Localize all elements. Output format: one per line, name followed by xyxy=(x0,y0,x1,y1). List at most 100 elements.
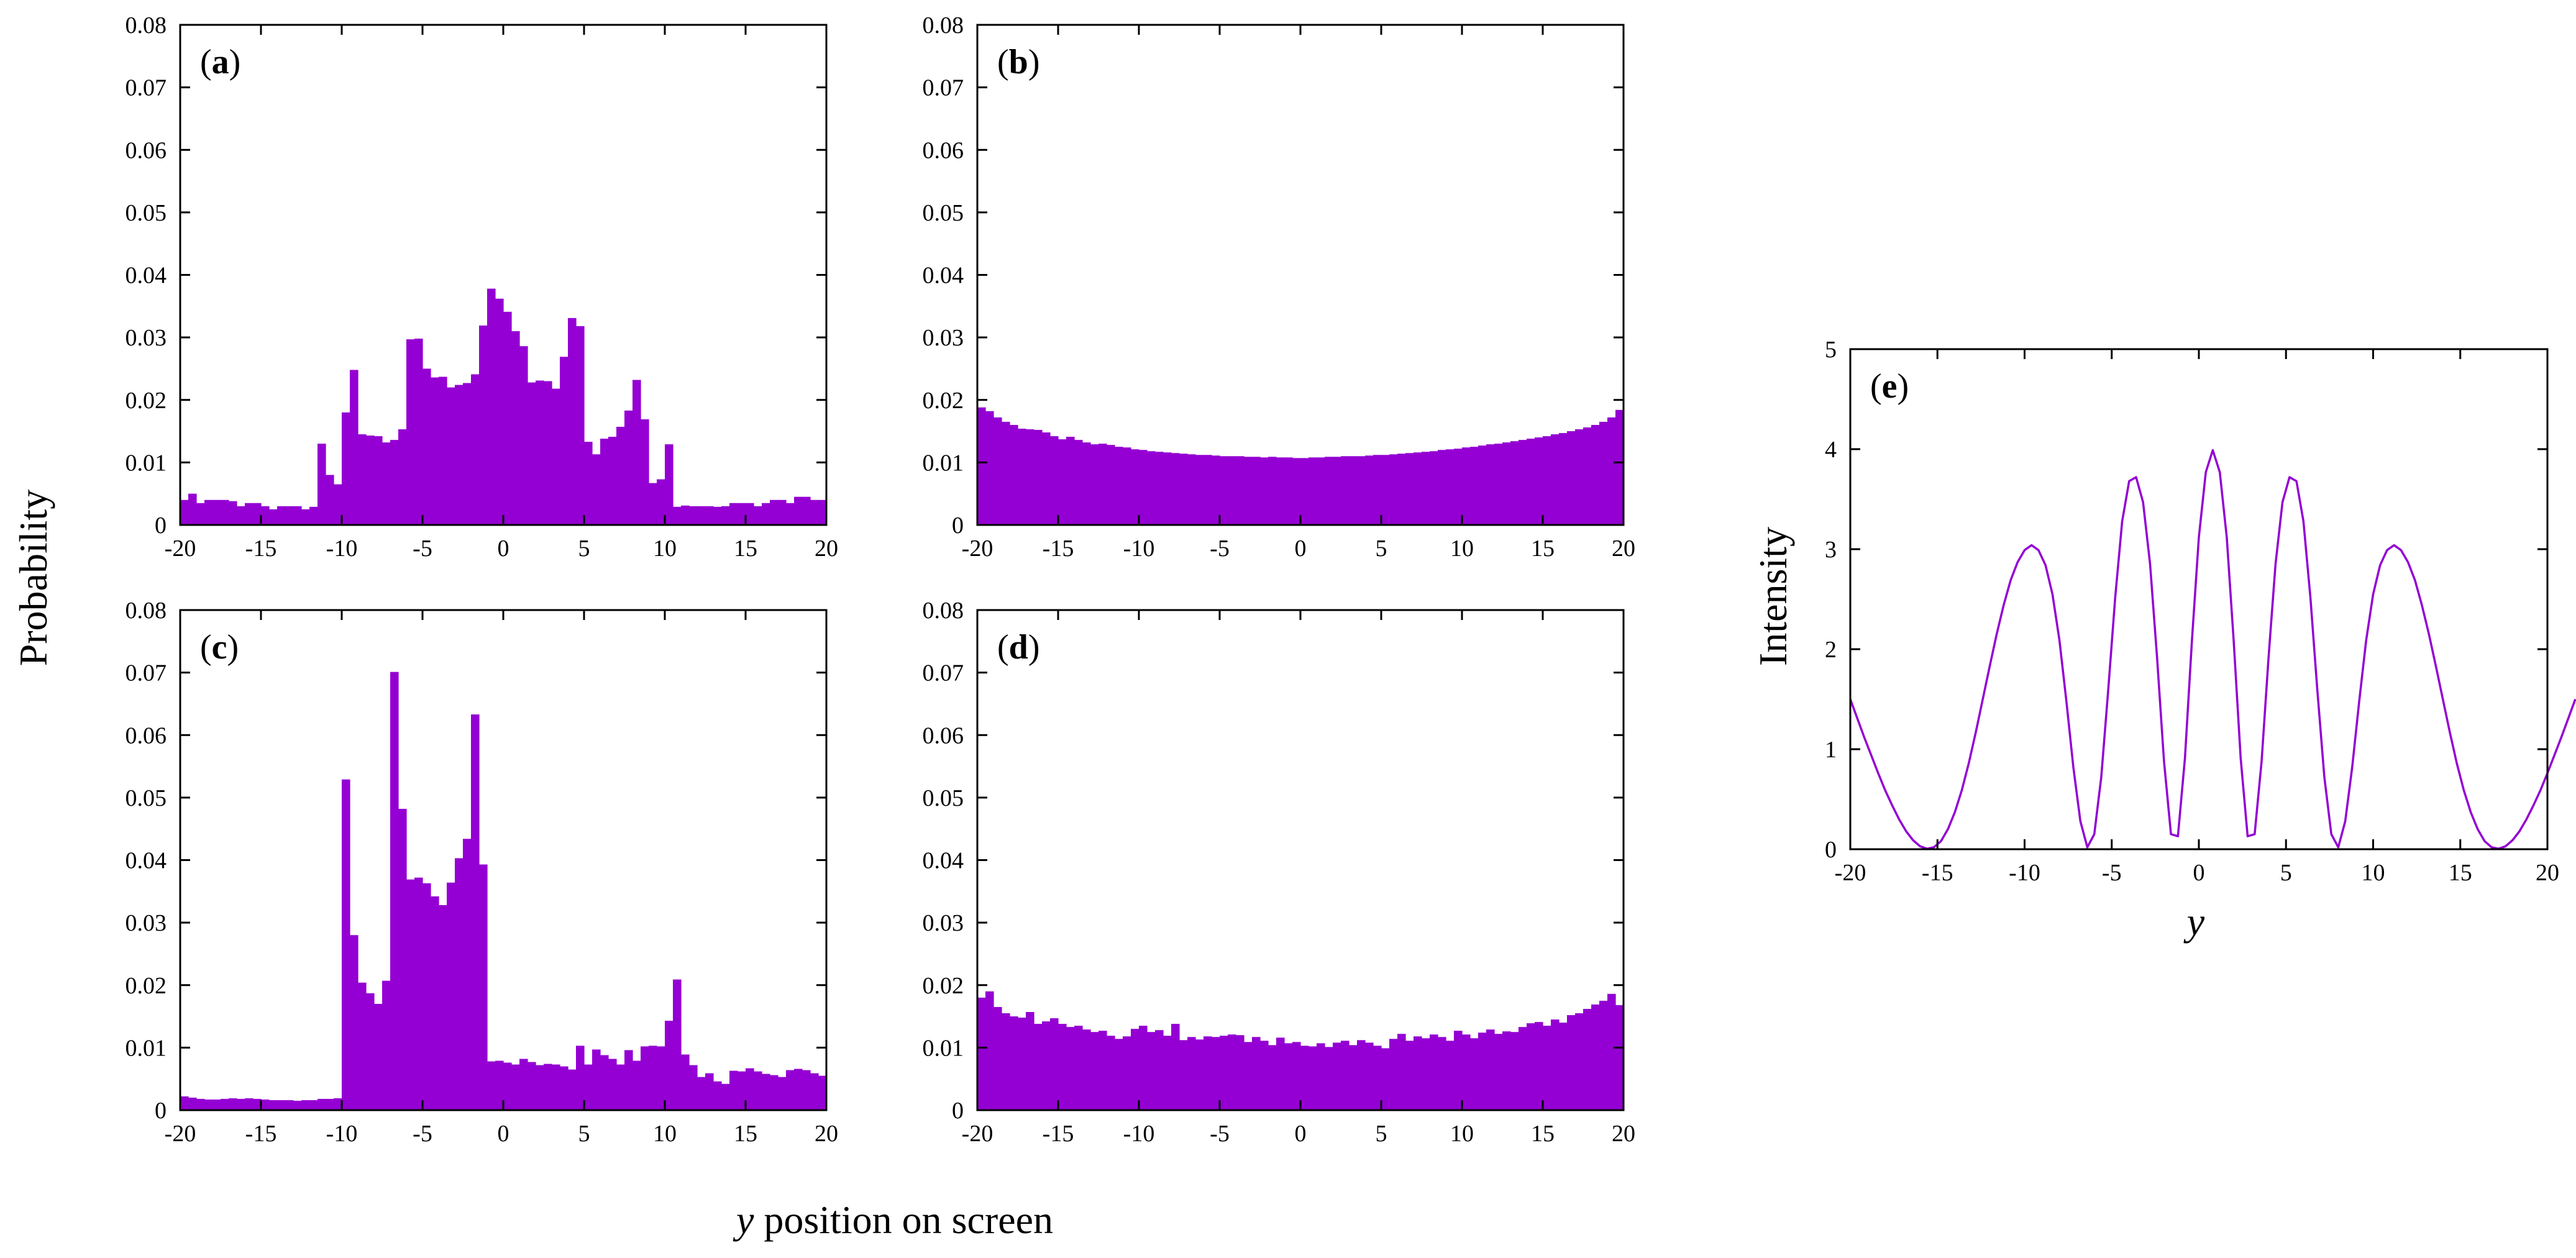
bar-a-4 xyxy=(212,499,221,525)
bar-d-50 xyxy=(1381,1048,1390,1110)
bar-d-20 xyxy=(1139,1026,1148,1110)
x-tick-label: 5 xyxy=(578,536,590,562)
y-tick-label: 5 xyxy=(1825,337,1837,363)
bar-c-20 xyxy=(342,779,350,1110)
y-tick-label: 0.06 xyxy=(923,722,964,749)
bar-b-21 xyxy=(1147,451,1156,525)
y-tick-label: 0.03 xyxy=(923,910,964,936)
bar-c-19 xyxy=(334,1098,342,1110)
bar-a-15 xyxy=(301,509,310,525)
bar-c-75 xyxy=(786,1070,795,1110)
x-tick-label: 0 xyxy=(1295,1121,1307,1147)
bar-d-17 xyxy=(1115,1039,1123,1110)
x-tick-label: 15 xyxy=(734,536,757,562)
x-tick-label: -15 xyxy=(245,1121,277,1147)
y-tick-label: 0.04 xyxy=(126,848,167,874)
panel-label-a: (a) xyxy=(200,43,240,81)
bar-c-47 xyxy=(560,1066,569,1110)
y-tick-label: 4 xyxy=(1825,437,1837,463)
bar-a-8 xyxy=(245,503,253,525)
x-tick-label: -20 xyxy=(165,1121,196,1147)
bar-d-40 xyxy=(1300,1046,1309,1110)
bar-d-24 xyxy=(1171,1024,1180,1110)
bar-a-1 xyxy=(188,493,197,525)
y-tick-label: 0.07 xyxy=(923,75,964,101)
x-tick-label: -15 xyxy=(1043,536,1074,562)
x-tick-label: 10 xyxy=(1450,536,1474,562)
bar-d-13 xyxy=(1082,1029,1091,1110)
bar-a-26 xyxy=(390,440,399,525)
bar-c-1 xyxy=(188,1097,197,1110)
bar-a-61 xyxy=(673,506,682,525)
y-tick-label: 0.04 xyxy=(923,263,964,289)
bar-c-39 xyxy=(495,1060,504,1110)
bar-a-45 xyxy=(544,381,552,525)
bar-d-4 xyxy=(1010,1016,1018,1110)
bar-a-60 xyxy=(665,444,674,525)
bar-a-28 xyxy=(406,339,415,525)
bar-c-60 xyxy=(665,1021,674,1110)
bar-c-28 xyxy=(406,879,415,1110)
bar-a-40 xyxy=(503,311,512,525)
bar-a-37 xyxy=(479,326,488,525)
bar-d-22 xyxy=(1155,1030,1164,1110)
bar-a-63 xyxy=(689,506,698,525)
bar-a-50 xyxy=(584,442,593,525)
bar-d-48 xyxy=(1365,1042,1374,1110)
bar-b-46 xyxy=(1349,456,1358,525)
bar-c-37 xyxy=(479,864,488,1110)
bar-d-71 xyxy=(1551,1019,1560,1110)
bar-c-6 xyxy=(229,1098,237,1110)
bar-b-62 xyxy=(1478,445,1487,525)
bar-c-61 xyxy=(673,979,682,1110)
y-tick-label: 0.01 xyxy=(923,450,964,476)
bar-a-65 xyxy=(705,506,714,525)
bar-a-35 xyxy=(463,383,472,525)
bar-c-18 xyxy=(326,1098,334,1110)
x-tick-label: -10 xyxy=(326,536,358,562)
bar-b-50 xyxy=(1381,455,1390,525)
bar-b-18 xyxy=(1123,447,1131,525)
bar-d-8 xyxy=(1042,1021,1051,1110)
bar-c-5 xyxy=(221,1098,229,1110)
bar-c-70 xyxy=(746,1068,754,1110)
bar-d-18 xyxy=(1123,1036,1131,1110)
y-tick-label: 0.04 xyxy=(923,848,964,874)
shared-x-axis-label: y position on screen xyxy=(733,1198,1053,1242)
x-tick-label: 15 xyxy=(1531,536,1555,562)
bar-a-41 xyxy=(511,331,520,525)
bar-c-50 xyxy=(584,1064,593,1110)
bar-c-35 xyxy=(463,839,472,1110)
bar-c-10 xyxy=(261,1099,270,1110)
bar-b-66 xyxy=(1510,441,1519,525)
bar-b-67 xyxy=(1519,440,1527,525)
x-tick-label: 10 xyxy=(2362,860,2385,886)
bar-d-33 xyxy=(1244,1042,1253,1110)
bar-b-69 xyxy=(1535,437,1543,525)
bar-d-61 xyxy=(1470,1038,1479,1110)
bar-d-29 xyxy=(1212,1037,1220,1110)
y-tick-label: 0.01 xyxy=(126,1035,167,1061)
y-tick-label: 0.05 xyxy=(126,200,167,226)
bar-b-19 xyxy=(1131,449,1140,525)
bar-b-78 xyxy=(1607,417,1616,525)
x-tick-label: 5 xyxy=(1376,536,1387,562)
bar-d-16 xyxy=(1107,1036,1115,1110)
x-tick-label: 15 xyxy=(734,1121,757,1147)
bar-b-25 xyxy=(1179,454,1188,525)
bar-c-54 xyxy=(616,1064,625,1110)
bar-c-65 xyxy=(705,1073,714,1110)
bar-c-15 xyxy=(301,1100,310,1110)
bar-a-0 xyxy=(180,499,189,525)
bar-a-20 xyxy=(342,412,350,525)
bar-c-64 xyxy=(697,1077,706,1110)
bar-b-53 xyxy=(1405,453,1414,525)
bar-b-27 xyxy=(1195,455,1204,525)
bar-d-51 xyxy=(1389,1039,1398,1110)
bar-d-65 xyxy=(1502,1031,1511,1110)
x-tick-label: -10 xyxy=(1123,1121,1155,1147)
bar-c-12 xyxy=(277,1100,286,1110)
plot-frame-c xyxy=(179,609,828,1111)
shared-x-axis-label-text: position on screen xyxy=(754,1198,1053,1242)
bar-b-32 xyxy=(1236,456,1245,525)
